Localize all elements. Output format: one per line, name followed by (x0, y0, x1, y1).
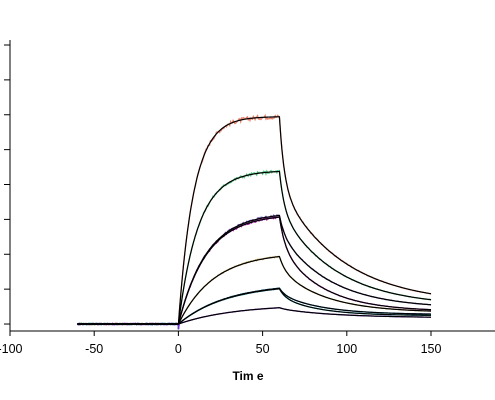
x-tick-label: 150 (421, 342, 442, 356)
data-series-line (77, 307, 432, 330)
x-tick-label: -50 (85, 342, 103, 356)
x-axis-title: Tim e (232, 369, 263, 383)
chart-axes: -100 -50 0 50 100 150 (0, 40, 495, 356)
x-tick-label: 50 (256, 342, 270, 356)
x-tick-label: 100 (336, 342, 357, 356)
chart-curves (76, 113, 432, 330)
x-tick-label: -100 (0, 342, 23, 356)
fit-line (77, 170, 432, 325)
fit-line (77, 287, 432, 325)
x-tick-label: 0 (175, 342, 182, 356)
fit-line (77, 288, 432, 325)
fit-line (77, 307, 432, 325)
